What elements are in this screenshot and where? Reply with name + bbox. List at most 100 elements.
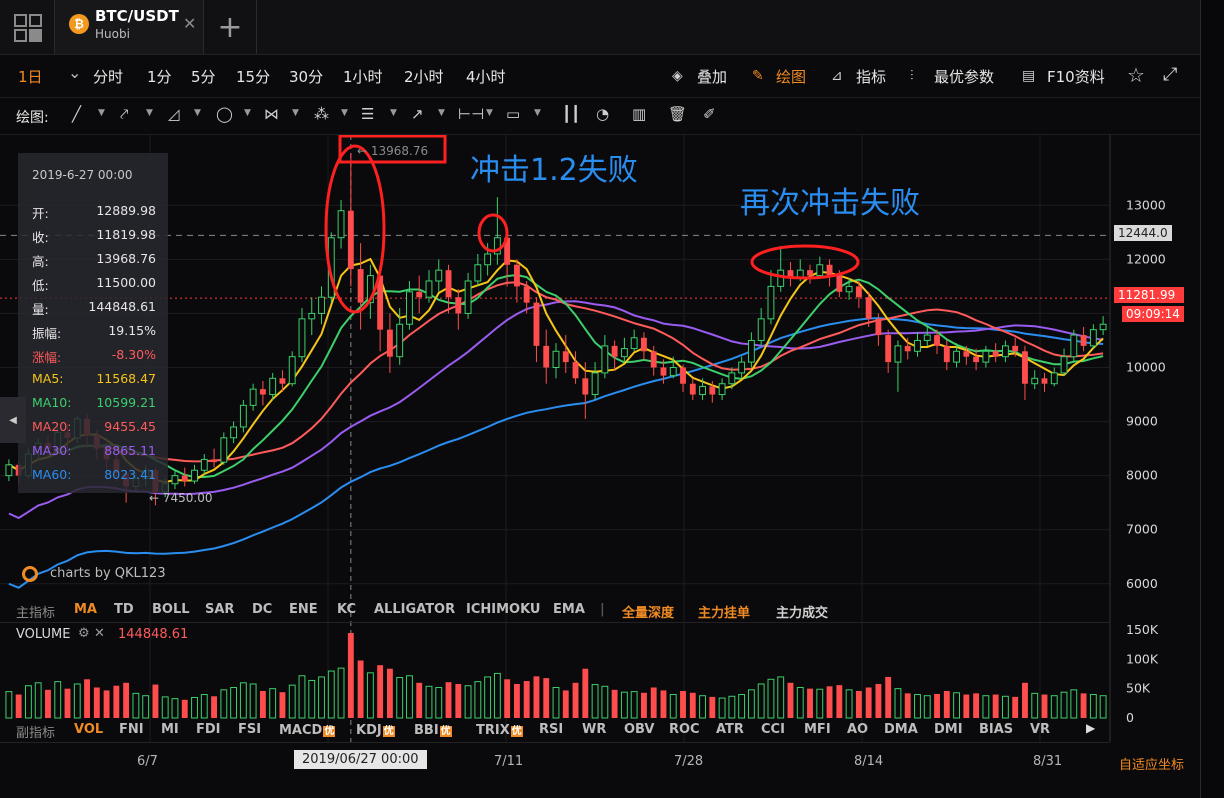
close-icon[interactable]: ✕ xyxy=(183,14,197,33)
annotation-second: 再次冲击失败 xyxy=(740,186,920,221)
star-icon[interactable]: ☆ xyxy=(1127,63,1145,87)
caret-down-icon[interactable]: ▼ xyxy=(244,108,251,118)
main-indicator-td[interactable]: TD xyxy=(114,602,134,617)
measure-tool-icon[interactable]: ⊢⊣ xyxy=(458,105,485,123)
timeframe-2h[interactable]: 2小时 xyxy=(404,68,444,86)
line-tool-icon[interactable]: ╱ xyxy=(72,105,82,123)
sub-indicator-trix[interactable]: TRIX 优 xyxy=(476,722,523,738)
caret-down-icon[interactable]: ▼ xyxy=(341,108,348,118)
arrow-tool-icon[interactable]: ↗ xyxy=(411,105,424,123)
timeframe-4h[interactable]: 4小时 xyxy=(466,68,506,86)
draw-button[interactable]: 绘图 xyxy=(776,68,807,86)
adaptive-axis-button[interactable]: 自适应坐标 xyxy=(1119,758,1185,773)
sub-indicator-fsi[interactable]: FSI xyxy=(238,722,261,737)
main-indicator-dc[interactable]: DC xyxy=(252,602,273,617)
grid-menu-icon[interactable] xyxy=(0,0,55,54)
timeframe-1d[interactable]: 1日 xyxy=(18,68,43,86)
sub-indicator-dma[interactable]: DMA xyxy=(884,722,918,737)
candle-body xyxy=(1089,329,1097,347)
chart-line-icon[interactable]: ⊿ xyxy=(831,68,843,84)
candle-body xyxy=(601,345,609,374)
fullscreen-icon[interactable]: ⤢ xyxy=(1163,64,1178,85)
timeframe-5m[interactable]: 5分 xyxy=(191,68,216,86)
sub-indicator-ao[interactable]: AO xyxy=(847,722,868,737)
pattern-tool-icon[interactable]: ⁂ xyxy=(314,105,329,123)
fib-tool-icon[interactable]: ☰ xyxy=(361,105,375,123)
pencil-icon[interactable]: ✎ xyxy=(752,68,764,84)
candle-body xyxy=(171,475,179,485)
sub-indicator-roc[interactable]: ROC xyxy=(669,722,700,737)
sub-indicator-cci[interactable]: CCI xyxy=(761,722,785,737)
layers-icon[interactable]: ◈ xyxy=(672,68,683,84)
collapse-left-icon[interactable]: ◀ xyxy=(0,397,26,443)
channel-tool-icon[interactable]: ◿ xyxy=(168,105,180,123)
caret-down-icon[interactable]: ▼ xyxy=(534,108,541,118)
price-chart[interactable]: 6000 7000 8000 9000 10000 12000 13000 150K 100K… xyxy=(0,135,1200,795)
circle-tool-icon[interactable]: ◯ xyxy=(216,105,233,123)
ray-tool-icon[interactable]: ⤤ xyxy=(120,105,129,123)
main-indicator-ene[interactable]: ENE xyxy=(289,602,318,617)
main-indicator-ma[interactable]: MA xyxy=(74,602,97,617)
depth-option[interactable]: 主力成交 xyxy=(776,606,829,621)
sub-indicator-kdj[interactable]: KDJ 优 xyxy=(356,722,395,738)
timeframe-15m[interactable]: 15分 xyxy=(236,68,271,86)
sub-indicator-bbi[interactable]: BBI 优 xyxy=(414,722,452,738)
document-icon[interactable]: ▤ xyxy=(1022,68,1036,84)
sub-indicator-vr[interactable]: VR xyxy=(1030,722,1050,737)
main-indicator-kc[interactable]: KC xyxy=(337,602,357,617)
best-params-button[interactable]: 最优参数 xyxy=(934,68,995,86)
sub-indicator-dmi[interactable]: DMI xyxy=(934,722,963,737)
close-icon[interactable]: ✕ xyxy=(94,626,105,641)
sub-indicator-bias[interactable]: BIAS xyxy=(979,722,1013,737)
main-indicator-boll[interactable]: BOLL xyxy=(152,602,190,617)
main-indicator-ema[interactable]: EMA xyxy=(553,602,585,617)
caret-down-icon[interactable]: ▼ xyxy=(194,108,201,118)
caret-down-icon[interactable]: ▼ xyxy=(390,108,397,118)
timeframe-30m[interactable]: 30分 xyxy=(289,68,324,86)
info-key: MA20: xyxy=(32,419,72,434)
depth-option[interactable]: 主力挂单 xyxy=(698,606,751,621)
indicator-button[interactable]: 指标 xyxy=(856,68,887,86)
tab-btc-usdt[interactable]: ₿ BTC/USDT Huobi ✕ xyxy=(55,0,204,54)
text-tool-icon[interactable]: ▭ xyxy=(506,105,521,123)
info-key: MA5: xyxy=(32,371,64,386)
overlay-button[interactable]: 叠加 xyxy=(697,68,728,86)
sub-indicator-wr[interactable]: WR xyxy=(582,722,606,737)
sliders-icon[interactable]: ⫶ xyxy=(910,68,914,84)
timeframe-time-share[interactable]: 分时 xyxy=(93,68,124,86)
caret-down-icon[interactable]: ▼ xyxy=(292,108,299,118)
candle-style-icon[interactable]: ┃┃ xyxy=(562,105,581,123)
pie-icon[interactable]: ◔ xyxy=(596,105,610,123)
caret-down-icon[interactable]: ▼ xyxy=(98,108,105,118)
bars-icon[interactable]: ▥ xyxy=(632,105,647,123)
sub-indicator-atr[interactable]: ATR xyxy=(716,722,744,737)
caret-down-icon[interactable]: ▼ xyxy=(438,108,445,118)
volume-bar xyxy=(386,668,393,718)
sub-indicator-obv[interactable]: OBV xyxy=(624,722,655,737)
timeframe-1m[interactable]: 1分 xyxy=(147,68,172,86)
main-indicator-sar[interactable]: SAR xyxy=(205,602,235,617)
brush-icon[interactable]: ✐ xyxy=(703,105,716,123)
chevron-down-icon[interactable]: ⌄ xyxy=(68,63,82,82)
sub-indicator-fdi[interactable]: FDI xyxy=(196,722,221,737)
wave-tool-icon[interactable]: ⋈ xyxy=(264,105,279,123)
sub-indicator-macd[interactable]: MACD 优 xyxy=(279,722,336,738)
volume-tick-label: 150K xyxy=(1126,622,1159,637)
sub-indicator-rsi[interactable]: RSI xyxy=(539,722,563,737)
f10-info-button[interactable]: F10资料 xyxy=(1047,68,1105,86)
depth-option[interactable]: 全量深度 xyxy=(622,606,675,621)
sub-indicator-vol[interactable]: VOL xyxy=(74,722,103,737)
main-indicator-alligator[interactable]: ALLIGATOR xyxy=(374,602,456,617)
sub-indicator-fni[interactable]: FNI xyxy=(119,722,144,737)
sub-indicator-mi[interactable]: MI xyxy=(161,722,179,737)
add-tab-button[interactable]: + xyxy=(204,0,257,54)
next-arrow-icon[interactable]: ▶ xyxy=(1086,721,1096,735)
sub-indicator-mfi[interactable]: MFI xyxy=(804,722,831,737)
volume-bar xyxy=(757,683,765,719)
timeframe-1h[interactable]: 1小时 xyxy=(343,68,383,86)
caret-down-icon[interactable]: ▼ xyxy=(146,108,153,118)
trash-icon[interactable]: 🗑 xyxy=(668,105,688,123)
caret-down-icon[interactable]: ▼ xyxy=(486,108,493,118)
gear-icon[interactable]: ⚙ xyxy=(78,626,90,641)
main-indicator-ichimoku[interactable]: ICHIMOKU xyxy=(466,602,541,617)
